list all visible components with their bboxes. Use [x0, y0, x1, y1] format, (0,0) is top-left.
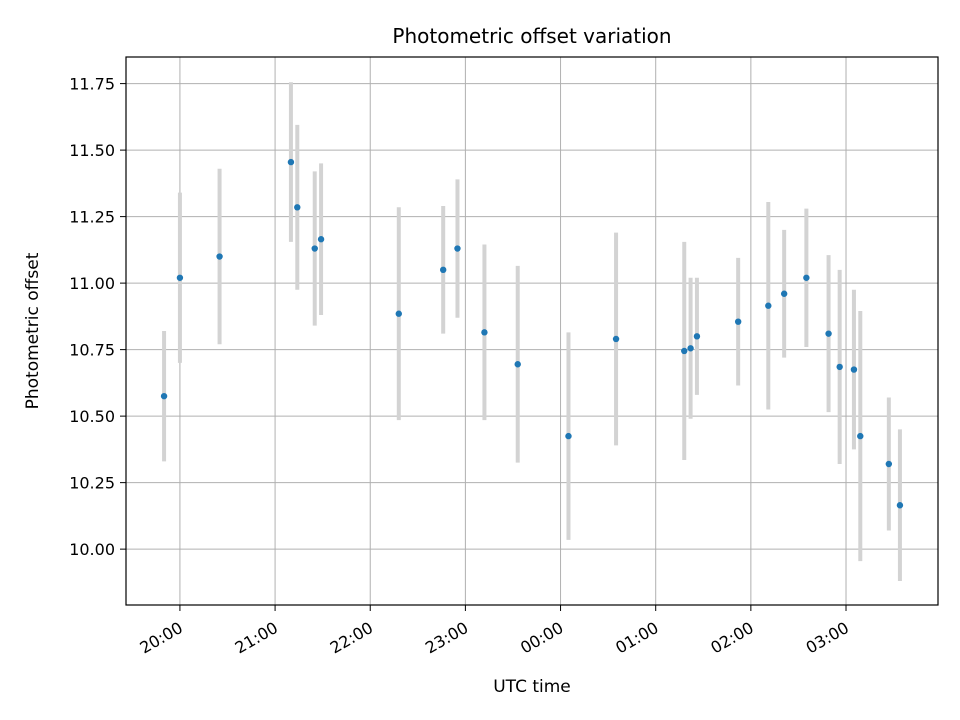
data-point — [693, 333, 701, 340]
data-point — [395, 310, 402, 317]
data-point — [439, 266, 447, 274]
grid — [126, 57, 938, 605]
data-point — [294, 204, 301, 211]
data-point — [565, 432, 572, 440]
y-tick-label: 10.00 — [69, 540, 115, 559]
y-tick-label: 10.25 — [69, 474, 115, 493]
y-tick-label: 11.25 — [69, 208, 115, 227]
data-point — [454, 245, 461, 252]
data-point — [857, 432, 864, 440]
y-tick-label: 10.50 — [69, 407, 115, 426]
data-point — [734, 318, 742, 325]
data-point — [216, 253, 223, 260]
y-tick-label: 10.75 — [69, 341, 115, 360]
data-point — [687, 345, 694, 352]
chart-title: Photometric offset variation — [392, 24, 671, 48]
data-point — [481, 329, 488, 336]
data-point — [287, 158, 295, 166]
data-point — [160, 392, 168, 400]
data-points — [160, 158, 904, 509]
data-point — [780, 290, 788, 297]
data-point — [514, 361, 521, 368]
y-tick-label: 11.75 — [69, 75, 115, 94]
x-axis-title: UTC time — [493, 677, 571, 697]
data-point — [825, 330, 832, 337]
data-point — [317, 236, 325, 243]
y-axis-title: Photometric offset — [23, 252, 43, 409]
data-point — [311, 245, 318, 252]
plot-area-frame — [125, 56, 939, 606]
axis-ticks — [120, 83, 847, 611]
data-point — [885, 460, 893, 468]
y-tick-label: 11.50 — [69, 141, 115, 160]
data-point — [612, 335, 620, 343]
data-point — [850, 366, 858, 373]
y-tick-label: 11.00 — [69, 274, 115, 293]
data-point — [681, 347, 688, 355]
data-point — [803, 274, 810, 281]
data-point — [176, 274, 184, 281]
data-point — [836, 363, 843, 371]
data-point — [765, 302, 772, 309]
data-point — [896, 502, 904, 509]
